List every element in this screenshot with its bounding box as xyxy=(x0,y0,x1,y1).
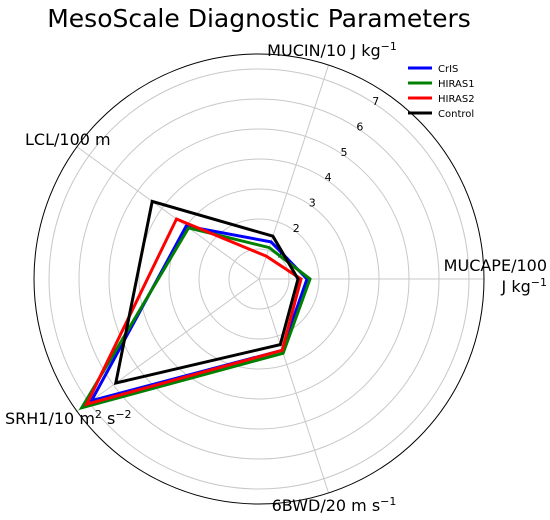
axis-label-srh1-text: SRH1/10 m xyxy=(5,409,95,428)
axis-unit-mucape-sup: −1 xyxy=(531,276,547,289)
rtick-label-6: 6 xyxy=(356,120,363,133)
rtick-label-5: 5 xyxy=(340,146,347,159)
legend-label-control: Control xyxy=(438,109,474,120)
axis-label-mucin-text: MUCIN/10 J kg xyxy=(267,41,380,60)
series-layer xyxy=(78,199,312,411)
rtick-label-2: 2 xyxy=(293,222,300,235)
outer-frame xyxy=(33,53,485,505)
axis-label-srh1-sup: 2 xyxy=(95,408,102,421)
grid-spoke-2 xyxy=(76,146,260,280)
axis-unit-mucape-text: J kg xyxy=(501,277,531,296)
axis-unit-mucape: J kg−1 xyxy=(501,276,547,296)
axis-label-srh1: SRH1/10 m2 s−2 xyxy=(5,408,132,428)
chart-title: MesoScale Diagnostic Parameters xyxy=(47,4,471,33)
series-line-control xyxy=(113,199,300,385)
legend-label-hiras1: HIRAS1 xyxy=(438,79,475,90)
legend: CrIS HIRAS1 HIRAS2 Control xyxy=(408,64,475,120)
rtick-label-3: 3 xyxy=(309,197,316,210)
grid-spoke-3 xyxy=(76,278,260,412)
axis-label-6bwd-text: 6BWD/20 m s xyxy=(272,496,381,515)
series-line-hiras1 xyxy=(78,226,312,411)
grid-spoke-4 xyxy=(258,278,330,494)
polar-grid xyxy=(33,53,485,505)
axis-label-srh1-tail: s xyxy=(102,409,115,428)
axis-label-mucape: MUCAPE/100 xyxy=(444,256,547,275)
axis-label-6bwd-sup: −1 xyxy=(380,495,396,508)
rtick-label-4: 4 xyxy=(325,171,332,184)
axis-label-lcl: LCL/100 m xyxy=(25,130,111,149)
axis-label-6bwd: 6BWD/20 m s−1 xyxy=(272,495,397,515)
rtick-label-7: 7 xyxy=(372,95,379,108)
legend-label-cris: CrIS xyxy=(438,64,458,75)
rtick-label-1: 1 xyxy=(277,248,284,261)
axis-label-mucin: MUCIN/10 J kg−1 xyxy=(267,40,397,60)
axis-label-srh1-tail-sup: −2 xyxy=(115,408,131,421)
axis-label-mucin-sup: −1 xyxy=(381,40,397,53)
legend-label-hiras2: HIRAS2 xyxy=(438,94,475,105)
